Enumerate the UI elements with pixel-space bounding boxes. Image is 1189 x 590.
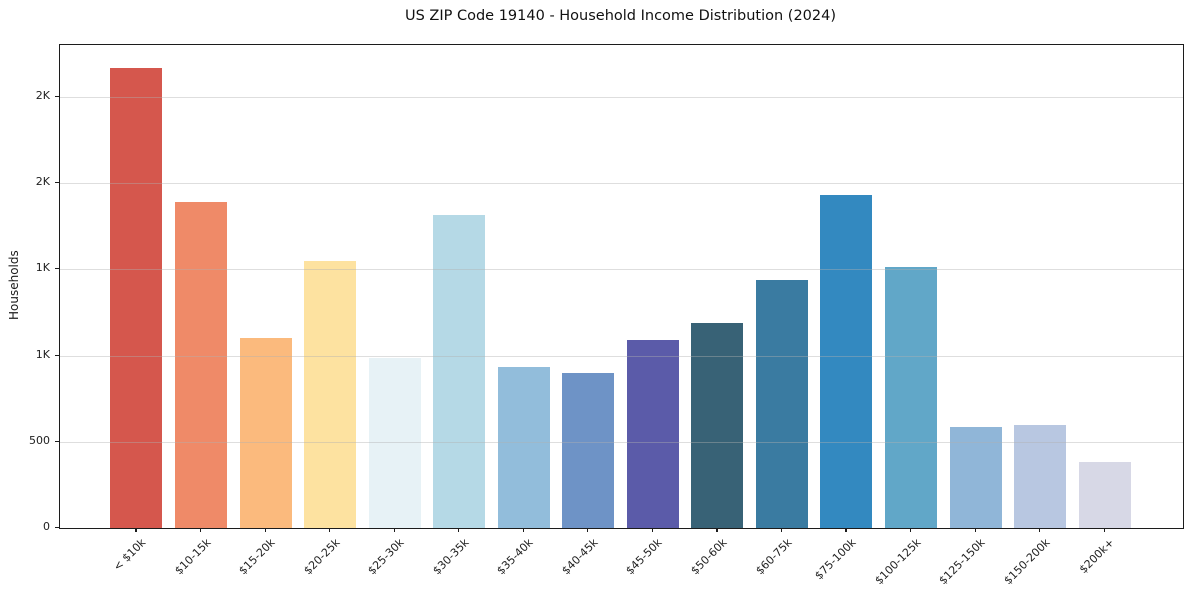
x-tick-label: $45-50k — [623, 536, 665, 578]
y-tick-label: 1K — [35, 347, 50, 361]
x-tick-label: $40-45k — [559, 536, 601, 578]
x-tick-mark — [716, 528, 718, 532]
x-tick-mark — [135, 528, 137, 532]
bar-$75-100k — [820, 195, 873, 528]
bar-$150-200k — [1014, 424, 1067, 528]
x-tick-mark — [910, 528, 912, 532]
bar-$25-30k — [368, 358, 421, 528]
x-tick-label: $50-60k — [688, 536, 730, 578]
bar-$50-60k — [691, 322, 744, 528]
x-tick-label: $125-150k — [936, 536, 988, 588]
y-tick-mark — [55, 440, 59, 442]
x-tick-label: $150-200k — [1001, 536, 1053, 588]
y-tick-label: 2K — [35, 88, 50, 102]
x-tick-mark — [845, 528, 847, 532]
gridline — [60, 269, 1183, 271]
bar-$35-40k — [497, 366, 550, 528]
bar-$45-50k — [626, 339, 679, 528]
x-tick-mark — [1103, 528, 1105, 532]
x-tick-label: $10-15k — [171, 536, 214, 578]
x-tick-label: $75-100k — [812, 536, 859, 583]
x-tick-mark — [780, 528, 783, 532]
y-tick-label: 0 — [43, 520, 50, 533]
y-tick-mark — [55, 95, 59, 97]
plot-area — [59, 44, 1184, 529]
gridline — [60, 183, 1183, 184]
y-tick-label: 2K — [35, 175, 50, 188]
bar-$125-150k — [949, 427, 1002, 528]
bar-$100-125k — [885, 266, 937, 528]
x-tick-label: $25-30k — [365, 536, 407, 578]
gridline — [60, 96, 1183, 98]
bar-$15-20k — [239, 338, 292, 528]
x-tick-mark — [651, 528, 653, 532]
x-tick-mark — [199, 528, 202, 532]
x-tick-label: $30-35k — [430, 536, 472, 578]
bar-$10-15k — [174, 201, 227, 528]
y-tick-mark — [55, 182, 59, 184]
x-tick-mark — [458, 528, 460, 532]
y-tick-mark — [55, 527, 59, 529]
x-tick-mark — [1039, 528, 1041, 532]
bar-$60-75k — [755, 280, 808, 528]
x-tick-mark — [974, 528, 976, 532]
bar-$200k+ — [1078, 461, 1131, 528]
x-tick-mark — [522, 528, 524, 532]
bar-< $10k — [110, 68, 163, 528]
y-tick-mark — [55, 268, 59, 270]
bar-$40-45k — [562, 372, 615, 528]
y-axis-label: Households — [7, 250, 21, 321]
x-tick-mark — [587, 528, 589, 532]
x-tick-mark — [264, 528, 266, 532]
gridline — [60, 355, 1183, 357]
x-tick-label: $20-25k — [300, 536, 343, 578]
bar-$20-25k — [304, 260, 357, 528]
y-tick-mark — [55, 354, 59, 356]
y-tick-label: 500 — [29, 433, 50, 447]
x-tick-label: $35-40k — [494, 536, 536, 578]
x-tick-label: $100-125k — [872, 536, 924, 588]
chart-title: US ZIP Code 19140 - Household Income Dis… — [404, 8, 837, 24]
x-tick-label: < $10k — [111, 536, 149, 574]
bar-$30-35k — [433, 214, 486, 528]
x-tick-label: $200k+ — [1076, 536, 1117, 577]
x-tick-mark — [393, 528, 395, 532]
x-tick-label: $15-20k — [236, 536, 278, 578]
x-tick-label: $60-75k — [752, 536, 795, 578]
y-tick-label: 1K — [35, 261, 50, 275]
x-tick-mark — [329, 528, 331, 532]
